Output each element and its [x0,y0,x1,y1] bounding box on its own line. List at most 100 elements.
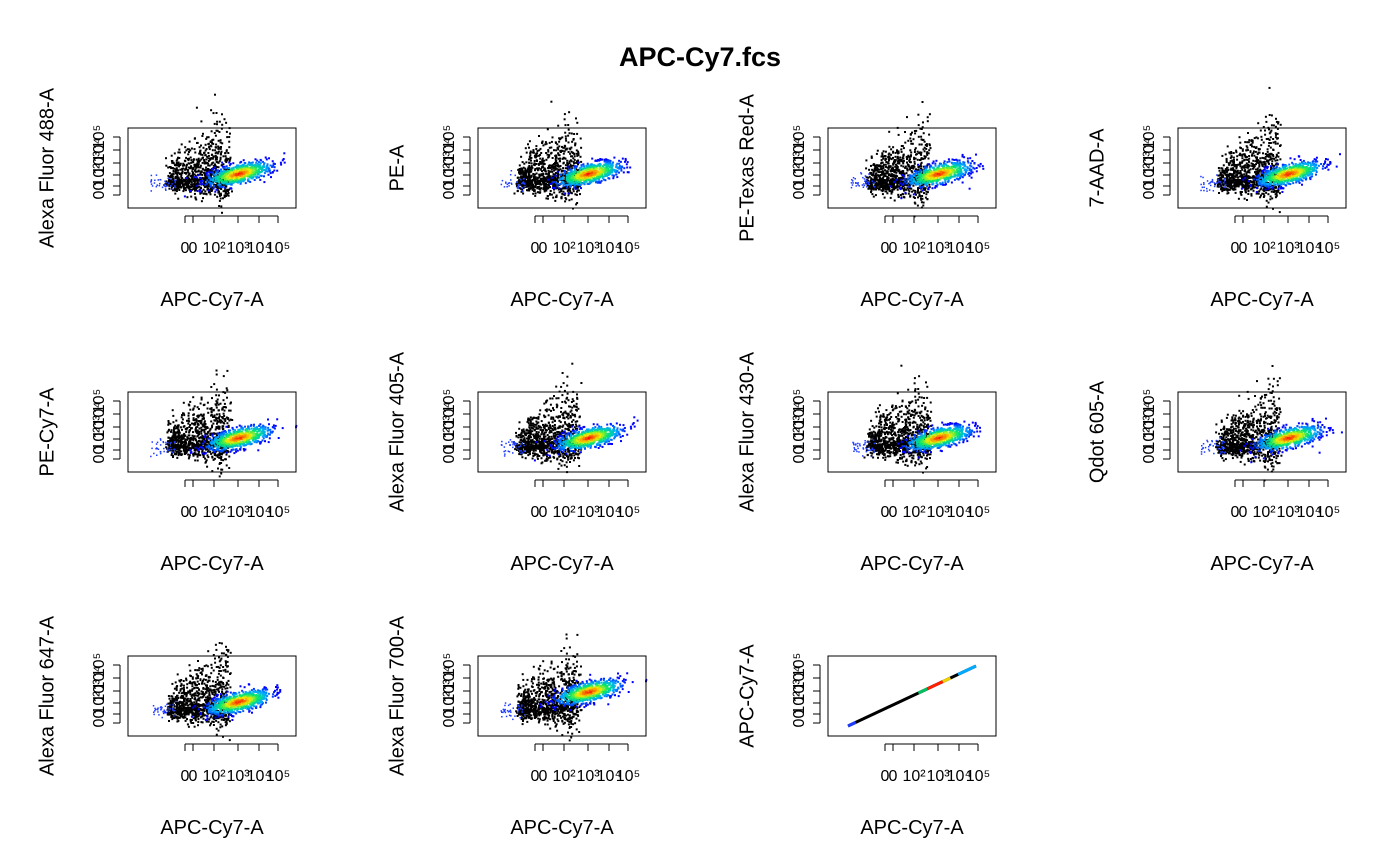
event-point [615,166,618,169]
event-point [555,159,558,162]
event-point [186,196,189,199]
event-point [508,182,511,184]
event-point [554,174,557,177]
event-point [608,172,611,174]
event-point [869,187,872,190]
event-point [225,173,228,176]
event-point [222,155,225,158]
event-point [955,174,958,177]
event-point [211,182,214,185]
event-point [610,169,613,172]
event-point [532,163,535,166]
event-point [254,158,257,161]
event-point [590,165,593,168]
event-point [602,178,605,181]
event-point [513,192,516,195]
event-point [586,182,589,185]
event-point [505,181,507,183]
event-point [869,180,872,183]
event-point [169,166,172,169]
event-point [900,148,903,151]
event-point [264,170,267,173]
event-point [929,173,932,175]
event-point [193,182,196,185]
event-point [921,178,924,181]
page-title: APC-Cy7.fcs [618,42,782,72]
event-point [204,162,207,165]
event-point [231,176,234,179]
event-point [167,166,170,169]
event-point [221,165,224,168]
event-point [179,164,182,166]
event-point [618,164,621,167]
event-point [539,174,542,177]
event-point [170,160,173,162]
event-point [616,162,619,165]
event-point [961,155,964,158]
event-point [199,189,202,192]
event-point [900,150,903,153]
event-point [177,156,179,159]
event-point [595,177,598,180]
event-point [556,187,559,190]
event-point [193,173,196,176]
event-point [270,176,272,179]
event-point [608,169,611,172]
event-point [578,178,581,181]
event-point [893,169,896,172]
event-point [963,162,966,165]
event-point [601,167,604,170]
event-point [531,188,534,191]
event-point [545,142,548,145]
event-point [538,167,540,170]
event-point [194,179,197,182]
event-point [176,180,179,183]
event-point [612,161,614,164]
event-point [170,185,173,187]
event-point [539,188,542,191]
event-point [546,195,549,197]
event-point [240,171,243,174]
event-point [623,167,626,170]
event-point [943,177,946,180]
event-point [534,194,537,197]
event-point [211,162,214,165]
event-point [850,186,853,189]
event-point [940,162,942,165]
event-point [201,161,204,164]
event-point [897,168,900,171]
event-point [532,176,535,179]
event-point [875,176,878,179]
event-point [515,182,518,185]
event-point [518,169,521,172]
event-point [521,170,524,173]
event-point [577,154,580,156]
event-point [571,181,574,184]
event-point [903,189,906,192]
event-point [540,179,543,182]
event-point [868,181,871,184]
event-point [921,189,924,192]
event-point [544,141,547,144]
event-point [941,181,944,184]
event-point [228,140,231,143]
event-point [193,184,196,186]
event-point [268,168,271,170]
event-point [938,169,941,172]
event-point [176,158,179,161]
event-point [967,173,970,175]
event-point [888,156,891,159]
event-point [552,163,555,165]
event-point [231,177,234,180]
event-point [580,187,582,190]
event-point [178,165,181,168]
event-point [912,196,915,199]
event-point [222,171,225,174]
event-point [920,153,923,156]
event-point [220,205,223,208]
event-point [870,189,873,192]
event-point [164,185,167,188]
event-point [576,177,579,179]
event-point [890,192,893,195]
